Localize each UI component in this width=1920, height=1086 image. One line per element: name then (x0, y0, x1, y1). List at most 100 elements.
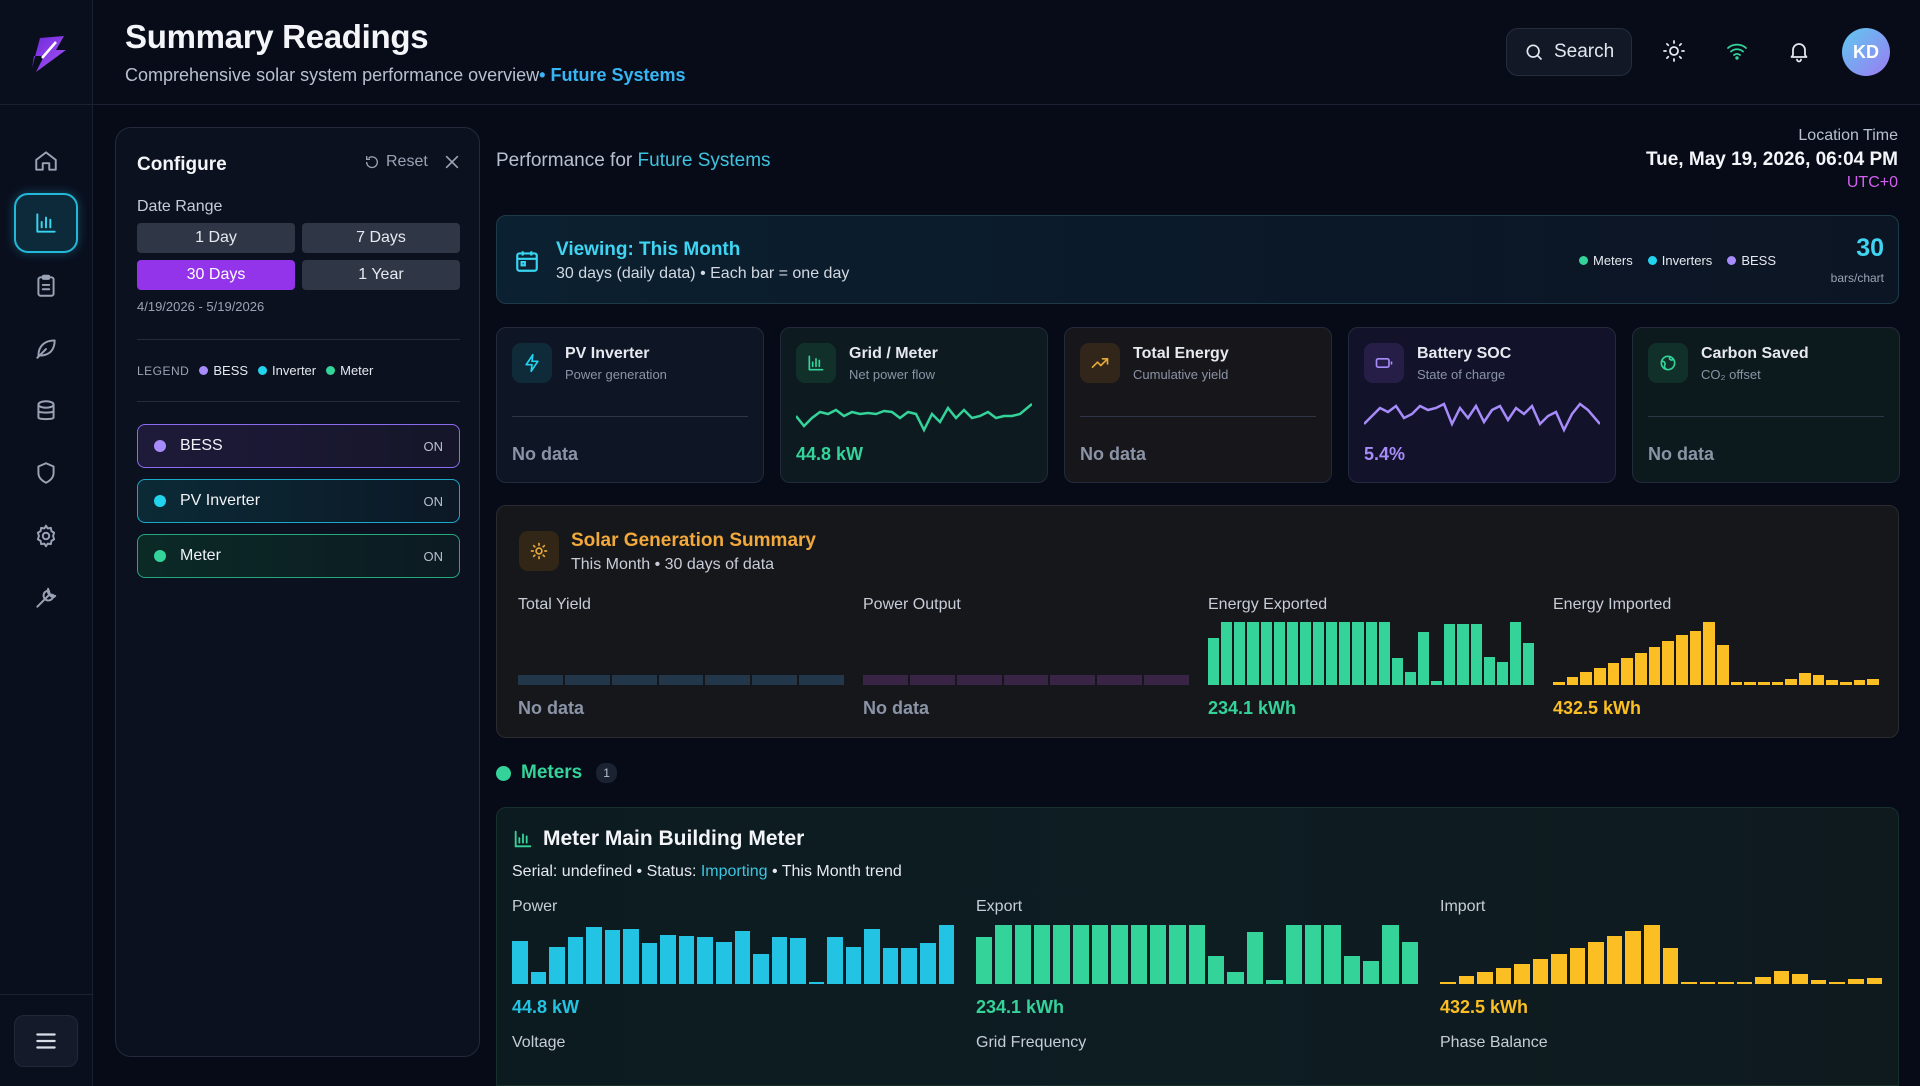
toggle-label: Meter (180, 547, 221, 564)
legend-label: Inverters (1661, 253, 1713, 268)
nav-data[interactable] (14, 381, 78, 441)
exported-bar (1523, 643, 1535, 685)
kpi-carbon-saved[interactable]: Carbon Saved CO₂ offset No data (1632, 327, 1900, 483)
connection-status[interactable] (1720, 34, 1754, 68)
reset-button[interactable]: Reset (364, 153, 428, 171)
inverters-dot (1647, 256, 1657, 265)
column-value: 234.1 kWh (976, 997, 1065, 1017)
import-bar (1662, 948, 1679, 984)
import-bar (1848, 979, 1864, 984)
legend-title: LEGEND (137, 363, 190, 378)
exported-bar (1247, 622, 1259, 685)
menu-button[interactable] (14, 1015, 78, 1067)
range-1-day[interactable]: 1 Day (137, 223, 295, 253)
kpi-title: Grid / Meter (849, 345, 938, 362)
power-bar (623, 928, 639, 984)
toggle-bess[interactable]: BESS ON (137, 424, 460, 468)
imported-bar (1840, 682, 1852, 685)
search-button[interactable]: Search (1506, 28, 1632, 76)
timezone: UTC+0 (1846, 174, 1898, 191)
reset-icon (365, 156, 378, 169)
export-bar (1343, 956, 1360, 984)
import-bar (1755, 976, 1771, 984)
range-1-year[interactable]: 1 Year (302, 260, 460, 290)
legend-item-bess: BESS (1727, 253, 1776, 268)
phase-balance-label: Phase Balance (1440, 1034, 1548, 1051)
date-range-text: 4/19/2026 - 5/19/2026 (137, 299, 265, 314)
sun-icon (1663, 40, 1685, 62)
imported-bar (1648, 646, 1661, 685)
theme-toggle[interactable] (1657, 34, 1691, 68)
sun-icon (519, 531, 559, 571)
imported-bar (1785, 678, 1798, 685)
legend-label: Meters (1593, 253, 1633, 268)
export-bars (976, 924, 1418, 984)
power-bar (864, 928, 880, 984)
import-bar (1606, 936, 1623, 984)
export-bar (1169, 925, 1186, 984)
export-bar (1014, 925, 1032, 984)
toggle-state: ON (423, 548, 444, 564)
toggle-state: ON (423, 493, 444, 509)
empty-bar (1097, 675, 1143, 685)
export-bar (1092, 925, 1109, 984)
import-bar (1718, 981, 1734, 984)
power-bar (845, 946, 862, 984)
kpi-total-energy[interactable]: Total Energy Cumulative yield No data (1064, 327, 1332, 483)
power-bar (901, 948, 918, 984)
location-time: Tue, May 19, 2026, 06:04 PM (1645, 149, 1898, 170)
kpi-battery-soc[interactable]: Battery SOC State of charge 5.4% (1348, 327, 1616, 483)
nav-security[interactable] (14, 443, 78, 503)
empty-bar (658, 675, 704, 685)
import-bar (1699, 981, 1716, 984)
imported-bar (1771, 682, 1784, 685)
export-bar (1130, 925, 1148, 984)
import-bar (1440, 981, 1456, 984)
import-bar (1588, 942, 1604, 984)
power-bar (716, 942, 732, 984)
database-icon (37, 400, 55, 421)
exported-bar (1509, 622, 1521, 685)
kpi-title: Carbon Saved (1701, 345, 1809, 362)
nav-settings[interactable] (14, 506, 78, 566)
kpi-pv-inverter[interactable]: PV Inverter Power generation No data (496, 327, 764, 483)
empty-bar (863, 675, 908, 685)
imported-bar (1703, 622, 1716, 685)
kpi-baseline (512, 416, 748, 417)
toggle-meter[interactable]: Meter ON (137, 534, 460, 578)
kpi-subtitle: Cumulative yield (1133, 367, 1229, 382)
nav-reports[interactable] (14, 256, 78, 316)
meters-section-header[interactable]: Meters 1 (496, 762, 617, 784)
top-header: Summary Readings Comprehensive solar sys… (93, 0, 1920, 105)
toggle-pv-inverter[interactable]: PV Inverter ON (137, 479, 460, 523)
empty-bar (611, 675, 657, 685)
exported-bar (1313, 622, 1325, 685)
power-bar (734, 931, 751, 984)
avatar[interactable]: KD (1842, 28, 1890, 76)
sidebar (0, 0, 93, 1086)
exported-bar (1496, 661, 1508, 685)
nav-sustainability[interactable] (14, 318, 78, 378)
imported-bar (1744, 682, 1757, 685)
export-bar (995, 925, 1012, 984)
notifications-button[interactable] (1782, 34, 1816, 68)
range-7-days[interactable]: 7 Days (302, 223, 460, 253)
power-bar (678, 936, 695, 984)
power-output-column: Power Output No data (863, 596, 1190, 726)
legend-label: BESS (1741, 253, 1776, 268)
range-30-days[interactable]: 30 Days (137, 260, 295, 290)
nav-home[interactable] (14, 131, 78, 191)
bolt-logo-icon[interactable] (22, 28, 70, 76)
nav-analytics[interactable] (14, 193, 78, 253)
nav-tools[interactable] (14, 568, 78, 628)
export-bar (1150, 925, 1167, 984)
kpi-grid-meter[interactable]: Grid / Meter Net power flow 44.8 kW (780, 327, 1048, 483)
exported-bar (1208, 637, 1220, 685)
meters-dot (496, 765, 511, 781)
legend-label: Inverter (272, 363, 317, 378)
imported-bar (1594, 668, 1606, 685)
column-label: Total Yield (518, 596, 591, 613)
solar-subtitle: This Month • 30 days of data (571, 556, 775, 573)
close-button[interactable] (442, 152, 462, 172)
exported-bar (1431, 681, 1443, 685)
